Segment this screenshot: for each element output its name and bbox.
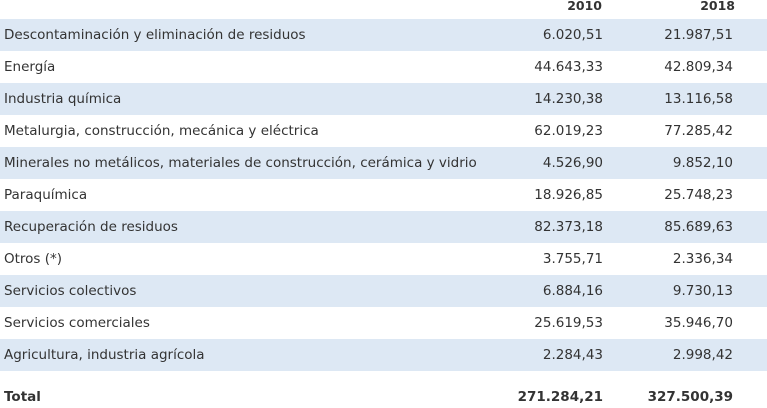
value-2018: 13.116,58 <box>634 83 767 115</box>
value-2010: 18.926,85 <box>534 187 603 203</box>
row-label: Descontaminación y eliminación de residu… <box>0 19 499 51</box>
value-2018: 85.689,63 <box>634 211 767 243</box>
table-row: Servicios comerciales 25.619,53 35.946,7… <box>0 307 767 339</box>
row-label: Recuperación de residuos <box>0 211 499 243</box>
row-label: Servicios comerciales <box>4 315 150 331</box>
value-2018: 35.946,70 <box>664 315 733 331</box>
table-row: Metalurgia, construcción, mecánica y elé… <box>0 115 767 147</box>
total-row: Total 271.284,21 327.500,39 <box>0 371 767 408</box>
value-2018: 9.852,10 <box>634 147 767 179</box>
row-label: Paraquímica <box>4 187 88 203</box>
value-2018: 77.285,42 <box>664 123 733 139</box>
table-row: Minerales no metálicos, materiales de co… <box>0 147 767 179</box>
value-2018: 9.730,13 <box>634 275 767 307</box>
row-label: Industria química <box>0 83 499 115</box>
row-label: Minerales no metálicos, materiales de co… <box>0 147 499 179</box>
table-row: Servicios colectivos 6.884,16 9.730,13 <box>0 275 767 307</box>
table-row: Agricultura, industria agrícola 2.284,43… <box>0 339 767 371</box>
total-label: Total <box>4 389 41 405</box>
table-row: Industria química 14.230,38 13.116,58 <box>0 83 767 115</box>
row-label: Agricultura, industria agrícola <box>0 339 499 371</box>
value-2018: 25.748,23 <box>664 187 733 203</box>
table-row: Recuperación de residuos 82.373,18 85.68… <box>0 211 767 243</box>
value-2010: 3.755,71 <box>542 251 603 267</box>
header-2018: 2018 <box>700 0 735 13</box>
value-2018: 42.809,34 <box>664 59 733 75</box>
value-2018: 2.336,34 <box>672 251 733 267</box>
value-2010: 2.284,43 <box>499 339 634 371</box>
value-2010: 62.019,23 <box>534 123 603 139</box>
row-label: Metalurgia, construcción, mecánica y elé… <box>4 123 319 139</box>
value-2018: 2.998,42 <box>634 339 767 371</box>
header-label <box>0 0 499 19</box>
value-2010: 6.884,16 <box>499 275 634 307</box>
header-row: 2010 2018 <box>0 0 767 19</box>
row-label: Energía <box>4 59 56 75</box>
value-2010: 6.020,51 <box>499 19 634 51</box>
value-2010: 14.230,38 <box>499 83 634 115</box>
row-label: Otros (*) <box>4 251 63 267</box>
value-2010: 44.643,33 <box>534 59 603 75</box>
value-2018: 21.987,51 <box>634 19 767 51</box>
header-2010: 2010 <box>567 0 602 13</box>
total-2018: 327.500,39 <box>647 389 733 405</box>
value-2010: 4.526,90 <box>499 147 634 179</box>
table-row: Descontaminación y eliminación de residu… <box>0 19 767 51</box>
value-2010: 25.619,53 <box>534 315 603 331</box>
value-2010: 82.373,18 <box>499 211 634 243</box>
table-row: Energía 44.643,33 42.809,34 <box>0 51 767 83</box>
row-label: Servicios colectivos <box>0 275 499 307</box>
table-row: Paraquímica 18.926,85 25.748,23 <box>0 179 767 211</box>
total-2010: 271.284,21 <box>517 389 603 405</box>
table-row: Otros (*) 3.755,71 2.336,34 <box>0 243 767 275</box>
